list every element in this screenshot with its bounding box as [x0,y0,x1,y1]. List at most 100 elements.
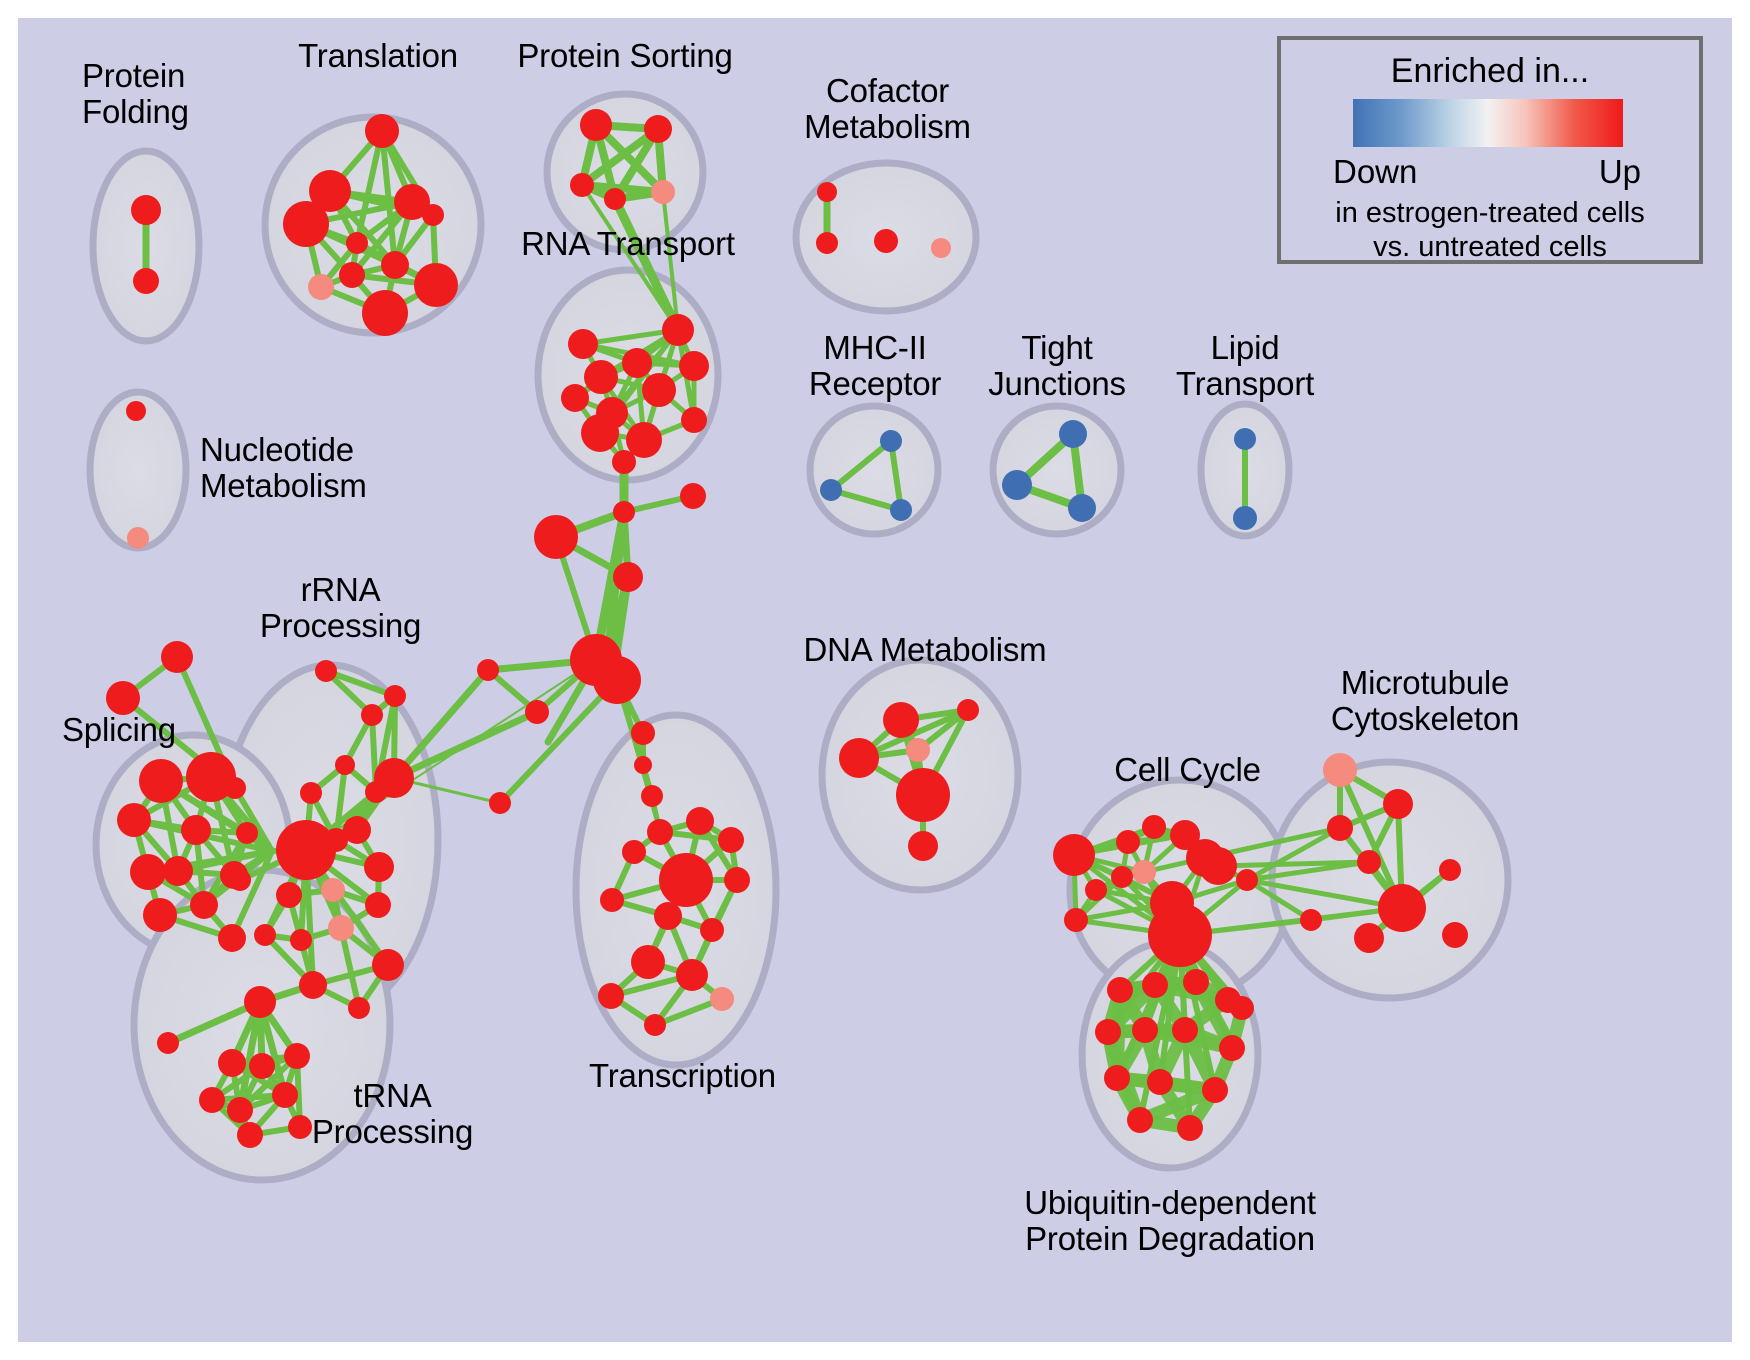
node [477,659,499,681]
node [348,997,370,1019]
node [1142,815,1166,839]
node [654,902,682,930]
node [896,768,950,822]
node [1183,969,1209,995]
cluster-label-nucleotide-metabolism: Nucleotide Metabolism [200,431,367,504]
node [237,1122,263,1148]
node [1053,834,1095,876]
node [612,450,636,474]
node [626,422,662,458]
edges-mhc-ii-receptor [828,438,904,513]
node [186,752,236,802]
cluster-label-protein-folding: Protein Folding [82,57,189,130]
node [631,721,655,745]
node [181,815,211,845]
node [199,1087,225,1113]
node [394,184,430,220]
network-nodes [106,109,1468,1148]
legend-title: Enriched in... [1390,52,1590,90]
node [1234,428,1256,450]
node [642,373,676,407]
node [321,878,345,902]
node [644,115,672,143]
cluster-blob-mhc-ii-receptor [806,402,942,538]
node [249,1053,275,1079]
node [641,785,663,807]
node [1177,1115,1203,1141]
node [276,882,302,908]
node [644,1014,666,1036]
node [570,173,594,197]
node [127,527,149,549]
node [1378,884,1426,932]
legend-color-gradient-bar [1353,99,1623,147]
node [229,869,251,891]
node [190,891,218,919]
node [315,660,337,682]
node [365,892,391,918]
node [1064,908,1088,932]
node [622,840,646,864]
node [880,430,902,452]
node [908,831,938,861]
node [931,238,951,258]
node [676,959,708,991]
node [631,945,665,979]
node [679,351,709,381]
node [1219,1035,1245,1061]
node [161,641,193,673]
cluster-label-ubiquitin-protein-degradation: Ubiquitin-dependent Protein Degradation [1024,1184,1316,1257]
node [1059,420,1087,448]
cluster-blob-tight-junctions [989,402,1125,538]
node [634,756,652,774]
node [600,888,624,912]
node [1002,470,1032,500]
node [820,479,842,501]
node [1199,847,1237,885]
cluster-label-splicing: Splicing [62,711,176,748]
cluster-label-cell-cycle: Cell Cycle [1114,751,1261,788]
legend-panel: Enriched in... Down Up in estrogen-treat… [1277,36,1703,264]
node [613,562,643,592]
node [1323,753,1357,787]
node [1111,866,1133,888]
node [157,1032,179,1054]
node [662,314,694,346]
node [361,704,383,726]
node [254,924,276,946]
cluster-label-lipid-transport: Lipid Transport [1175,329,1315,402]
node [130,854,166,890]
node [890,499,912,521]
edge-sorting-transport-thick [610,194,683,335]
legend-subtitle-line1: in estrogen-treated cells [1335,197,1645,229]
cluster-label-mhc-ii-receptor: MHC-II Receptor [808,329,942,402]
node [604,188,626,210]
node [681,407,707,433]
node [335,755,355,775]
node [1202,1077,1228,1103]
node [839,738,879,778]
node [1148,903,1212,967]
cluster-label-translation: Translation [298,37,458,74]
node [244,986,276,1018]
cluster-label-trna-processing: tRNA Processing [311,1077,474,1150]
node [700,918,724,942]
node [622,348,652,378]
node [817,182,837,202]
node [647,819,673,845]
node [422,204,444,226]
node [1104,1065,1130,1091]
node [883,702,919,738]
node [283,201,329,247]
cluster-label-protein-sorting: Protein Sorting [517,37,733,74]
cluster-label-tight-junctions: Tight Junctions [988,329,1126,402]
node [906,738,930,762]
node [365,781,387,803]
node [581,414,619,452]
cluster-label-cofactor-metabolism: Cofactor Metabolism [804,72,971,145]
node [290,929,312,951]
node [957,699,979,721]
node [1357,850,1381,874]
